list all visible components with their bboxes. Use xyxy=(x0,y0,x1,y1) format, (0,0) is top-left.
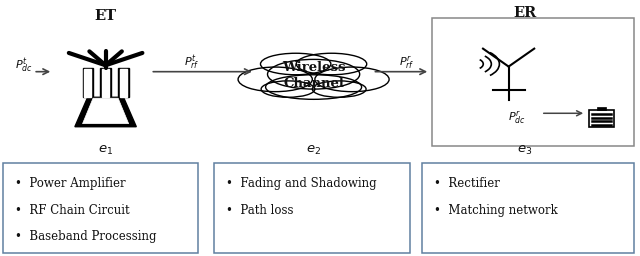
Bar xyxy=(83,68,93,97)
Bar xyxy=(596,107,606,110)
Text: •  Fading and Shadowing: • Fading and Shadowing xyxy=(226,177,376,190)
FancyBboxPatch shape xyxy=(422,163,634,253)
Text: $e_3$: $e_3$ xyxy=(517,144,532,157)
Ellipse shape xyxy=(315,67,389,92)
Bar xyxy=(100,68,111,97)
Text: $P_{dc}^{r}$: $P_{dc}^{r}$ xyxy=(508,110,525,126)
Bar xyxy=(118,68,129,97)
Polygon shape xyxy=(83,98,129,124)
Text: Wireless
Channel: Wireless Channel xyxy=(282,61,346,90)
Ellipse shape xyxy=(266,75,362,99)
Polygon shape xyxy=(75,97,136,127)
Text: $P_{rf}^{t}$: $P_{rf}^{t}$ xyxy=(184,54,200,72)
Text: •  Matching network: • Matching network xyxy=(434,204,557,217)
Bar xyxy=(84,69,91,97)
Ellipse shape xyxy=(261,81,315,97)
Text: •  Path loss: • Path loss xyxy=(226,204,293,217)
Ellipse shape xyxy=(312,81,366,97)
Bar xyxy=(102,69,109,97)
Text: •  RF Chain Circuit: • RF Chain Circuit xyxy=(15,204,129,217)
Ellipse shape xyxy=(260,53,331,75)
FancyBboxPatch shape xyxy=(3,163,198,253)
Ellipse shape xyxy=(296,53,367,75)
FancyBboxPatch shape xyxy=(214,163,410,253)
Ellipse shape xyxy=(268,59,360,89)
Text: •  Rectifier: • Rectifier xyxy=(434,177,500,190)
Ellipse shape xyxy=(238,67,312,92)
Text: ET: ET xyxy=(95,9,116,23)
Bar xyxy=(589,110,614,127)
Text: •  Baseband Processing: • Baseband Processing xyxy=(15,230,156,243)
Text: •  Power Amplifier: • Power Amplifier xyxy=(15,177,125,190)
Text: $P_{rf}^{r}$: $P_{rf}^{r}$ xyxy=(399,55,415,71)
Text: ER: ER xyxy=(513,6,536,20)
Bar xyxy=(120,69,127,97)
Text: $e_2$: $e_2$ xyxy=(306,144,321,157)
FancyBboxPatch shape xyxy=(432,18,634,146)
Text: $P_{dc}^{t}$: $P_{dc}^{t}$ xyxy=(15,57,33,75)
Text: $e_1$: $e_1$ xyxy=(98,144,113,157)
